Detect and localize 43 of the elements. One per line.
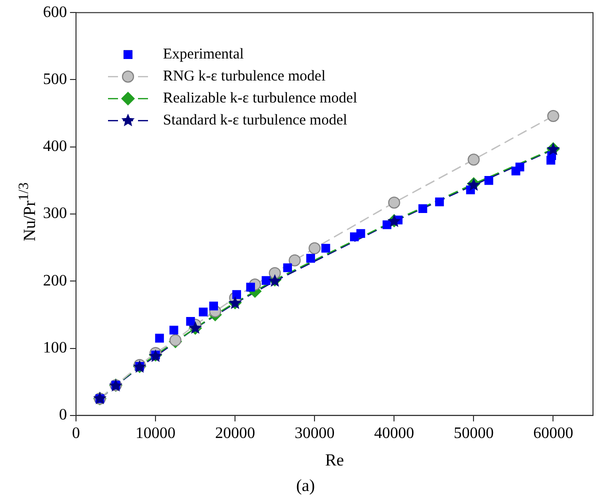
point xyxy=(321,244,330,253)
point xyxy=(382,220,392,230)
point xyxy=(484,176,494,185)
point xyxy=(435,198,444,206)
x-tick-label: 50000 xyxy=(454,425,494,442)
y-tick-label: 0 xyxy=(59,406,67,424)
legend-label: Realizable k-ε turbulence model xyxy=(163,90,358,107)
point xyxy=(356,229,366,238)
point xyxy=(283,263,292,272)
point xyxy=(515,162,524,172)
legend-label: RNG k-ε turbulence model xyxy=(163,68,326,85)
point xyxy=(169,326,178,335)
point xyxy=(468,154,480,166)
x-tick-label: 0 xyxy=(72,425,80,442)
point xyxy=(388,196,400,209)
point xyxy=(308,242,321,254)
legend-label: Standard k-ε turbulence model xyxy=(163,112,348,129)
x-tick-label: 20000 xyxy=(215,425,256,442)
x-tick-label: 10000 xyxy=(136,425,176,442)
y-tick-label: 500 xyxy=(43,70,67,88)
y-tick-label: 600 xyxy=(43,4,67,21)
legend-label: Experimental xyxy=(163,46,244,63)
x-tick-label: 30000 xyxy=(294,425,335,442)
x-tick-label: 60000 xyxy=(533,425,574,442)
text: (a) xyxy=(295,476,316,496)
point xyxy=(547,110,560,122)
point xyxy=(262,276,270,285)
y-tick-label: 400 xyxy=(43,138,67,156)
point xyxy=(209,302,218,310)
y-tick-label: 300 xyxy=(43,205,67,222)
point xyxy=(232,290,242,299)
x-axis-title: Re xyxy=(325,450,344,470)
point xyxy=(246,282,255,292)
point xyxy=(268,267,281,280)
point xyxy=(418,204,428,214)
point xyxy=(186,317,195,326)
point xyxy=(155,334,164,343)
point xyxy=(306,254,316,263)
x-tick-label: 40000 xyxy=(374,425,414,442)
y-tick-label: 200 xyxy=(43,272,67,290)
point xyxy=(198,308,208,316)
y-tick-label: 100 xyxy=(43,339,67,356)
point xyxy=(288,254,301,266)
